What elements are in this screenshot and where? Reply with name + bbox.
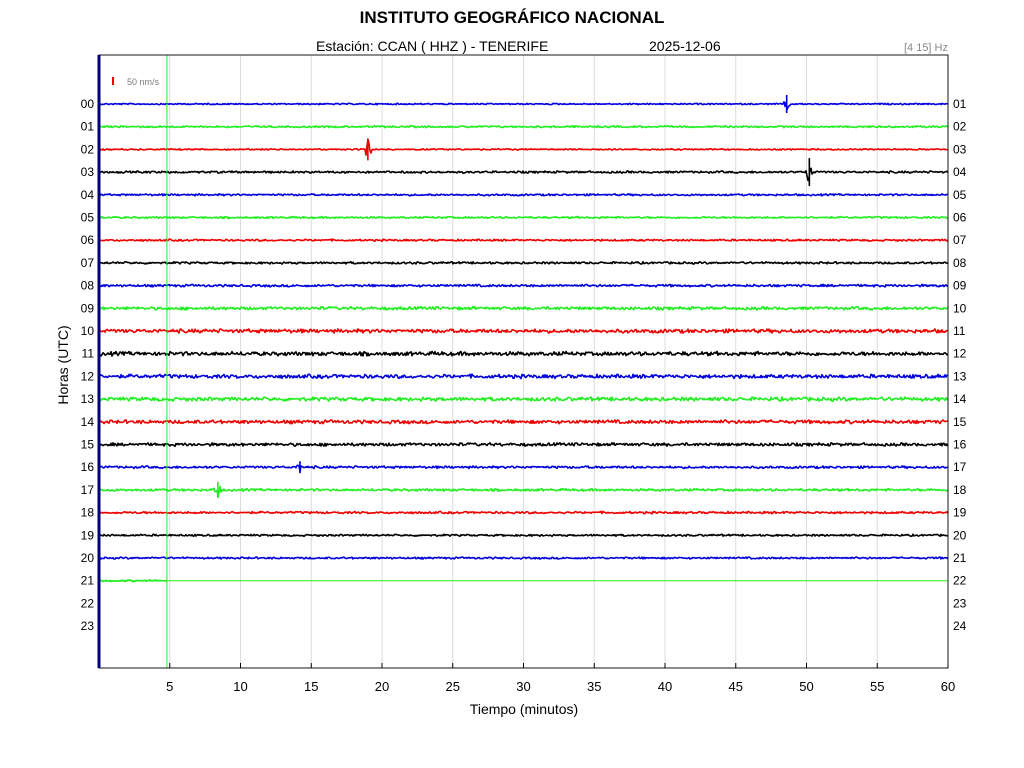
x-tick-label: 35 (587, 679, 601, 694)
hour-label-left: 09 (81, 301, 95, 315)
trace-hour-09 (99, 305, 949, 311)
hour-label-left: 02 (81, 142, 95, 156)
hour-label-right: 09 (953, 279, 967, 293)
scale-bar-label: 50 nm/s (127, 77, 160, 87)
trace-hour-13 (99, 396, 949, 403)
hour-label-right: 07 (953, 233, 967, 247)
hour-label-left: 15 (81, 438, 95, 452)
scale-bar: 50 nm/s (112, 77, 160, 87)
hour-label-right: 11 (953, 324, 966, 338)
hour-label-right: 06 (953, 211, 967, 225)
hour-label-right: 12 (953, 347, 967, 361)
hour-label-left: 20 (81, 551, 95, 565)
hour-label-right: 23 (953, 596, 967, 610)
trace-hour-01 (99, 124, 949, 129)
hour-label-left: 07 (81, 256, 95, 270)
hour-label-left: 01 (81, 120, 95, 134)
hour-label-right: 04 (953, 165, 967, 179)
trace-hour-15 (99, 441, 949, 448)
hour-label-right: 22 (953, 574, 967, 588)
trace-hour-17 (99, 485, 949, 498)
hour-label-left: 23 (81, 619, 95, 633)
trace-hour-02 (99, 138, 949, 156)
trace-hour-14 (99, 419, 949, 425)
date-label: 2025-12-06 (649, 38, 721, 54)
hour-label-right: 05 (953, 188, 967, 202)
hour-label-right: 19 (953, 506, 967, 520)
hour-label-right: 01 (953, 97, 967, 111)
trace-hour-00 (99, 101, 949, 111)
hour-label-left: 10 (81, 324, 95, 338)
x-axis-label: Tiempo (minutos) (470, 701, 578, 717)
hour-label-left: 16 (81, 460, 95, 474)
y-axis-left: 00 01 02 03 04 05 06 07 08 09 10 11 12 13 14 15 16 17 18 19… (81, 97, 95, 633)
hour-label-left: 04 (81, 188, 95, 202)
hour-label-left: 21 (81, 574, 95, 588)
hour-label-right: 08 (953, 256, 967, 270)
hour-label-left: 14 (81, 415, 95, 429)
trace-hour-08 (99, 283, 949, 288)
x-tick-label: 25 (446, 679, 460, 694)
x-tick-label: 55 (870, 679, 884, 694)
x-tick-label: 50 (799, 679, 813, 694)
hour-label-left: 11 (82, 347, 95, 361)
trace-hour-04 (99, 192, 949, 197)
y-axis-right: 01 02 03 04 05 06 07 08 09 10 11 12 13 14 15 16 17 18 19 20… (953, 97, 967, 633)
y-axis-label: Horas (UTC) (55, 325, 71, 404)
trace-hour-03 (99, 167, 949, 182)
hour-label-left: 08 (81, 279, 95, 293)
scale-bar-mark (112, 77, 114, 85)
x-axis: 5 10 15 20 25 30 35 40 45 50 55 60 (166, 663, 955, 694)
hour-label-left: 13 (81, 392, 95, 406)
hour-label-left: 00 (81, 97, 95, 111)
trace-hour-16 (99, 464, 949, 473)
hour-label-right: 10 (953, 301, 967, 315)
hour-label-left: 22 (81, 596, 95, 610)
station-label: Estación: CCAN ( HHZ ) - TENERIFE (316, 38, 549, 54)
hour-label-left: 19 (81, 528, 95, 542)
hour-label-right: 15 (953, 415, 967, 429)
trace-hour-19 (99, 533, 949, 538)
trace-hour-10 (99, 328, 949, 334)
hour-label-right: 17 (953, 460, 967, 474)
trace-hour-12 (99, 373, 949, 380)
hour-label-right: 13 (953, 369, 967, 383)
hour-label-left: 12 (81, 369, 95, 383)
hour-label-left: 17 (81, 483, 95, 497)
hour-label-right: 20 (953, 528, 967, 542)
marker-layer (99, 55, 948, 668)
x-tick-label: 10 (233, 679, 247, 694)
trace-hour-06 (99, 238, 949, 243)
trace-hour-18 (99, 510, 949, 515)
hour-label-right: 24 (953, 619, 967, 633)
hour-label-left: 05 (81, 211, 95, 225)
chart-title: INSTITUTO GEOGRÁFICO NACIONAL (359, 8, 665, 27)
hour-label-right: 16 (953, 438, 967, 452)
trace-hour-05 (99, 215, 949, 220)
hour-label-left: 03 (81, 165, 95, 179)
x-tick-label: 60 (941, 679, 955, 694)
x-tick-label: 45 (729, 679, 743, 694)
x-tick-label: 20 (375, 679, 389, 694)
trace-hour-11 (99, 350, 949, 357)
hour-label-right: 21 (953, 551, 967, 565)
x-tick-label: 5 (166, 679, 173, 694)
traces-layer (99, 95, 949, 583)
hour-label-right: 02 (953, 120, 967, 134)
trace-hour-07 (99, 260, 949, 265)
x-tick-label: 15 (304, 679, 318, 694)
hour-label-left: 06 (81, 233, 95, 247)
hour-label-left: 18 (81, 506, 95, 520)
hour-label-right: 03 (953, 142, 967, 156)
hour-label-right: 14 (953, 392, 967, 406)
trace-hour-20 (99, 556, 949, 560)
grid-layer (169, 55, 878, 668)
x-tick-label: 30 (516, 679, 530, 694)
filter-band-label: [4 15] Hz (903, 42, 948, 54)
x-tick-label: 40 (658, 679, 672, 694)
hour-label-right: 18 (953, 483, 967, 497)
